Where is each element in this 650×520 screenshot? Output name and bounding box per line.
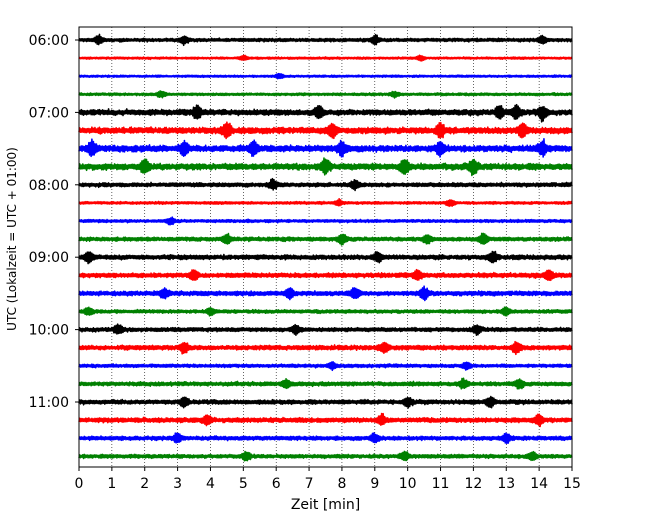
y-tick-label-0: 06:00 — [29, 33, 69, 49]
x-tick-label-13: 13 — [497, 476, 515, 492]
trace-0845 — [78, 232, 573, 246]
trace-0715 — [78, 121, 573, 140]
trace-0915 — [78, 268, 573, 282]
trace-1115 — [78, 412, 573, 428]
trace-1145 — [78, 450, 573, 462]
trace-0930 — [78, 285, 573, 302]
y-tick-label-4: 10:00 — [29, 323, 69, 339]
x-tick-label-4: 4 — [206, 476, 215, 492]
x-tick-label-12: 12 — [464, 476, 482, 492]
trace-1000 — [78, 323, 573, 337]
x-tick-label-11: 11 — [432, 476, 450, 492]
trace-0730 — [78, 137, 573, 158]
plot-frame — [78, 26, 573, 468]
seismic-traces — [78, 33, 573, 462]
x-tick-label-15: 15 — [563, 476, 581, 492]
x-tick-label-5: 5 — [239, 476, 248, 492]
trace-0815 — [78, 197, 573, 208]
trace-0700 — [78, 103, 573, 123]
trace-0615 — [78, 54, 573, 62]
trace-0630 — [78, 72, 573, 80]
x-tick-label-1: 1 — [107, 476, 116, 492]
y-tick-label-3: 09:00 — [29, 250, 69, 266]
x-tick-label-3: 3 — [173, 476, 182, 492]
x-tick-label-14: 14 — [530, 476, 548, 492]
x-tick-label-9: 9 — [370, 476, 379, 492]
trace-0830 — [78, 216, 573, 226]
y-axis-label: UTC (Lokalzeit = UTC + 01:00) — [5, 147, 19, 331]
x-tick-label-8: 8 — [337, 476, 346, 492]
x-tick-label-0: 0 — [75, 476, 84, 492]
y-tick-label-1: 07:00 — [29, 105, 69, 121]
trace-0945 — [78, 306, 573, 317]
trace-0800 — [78, 177, 573, 192]
x-tick-label-7: 7 — [305, 476, 314, 492]
y-tick-label-5: 11:00 — [29, 395, 69, 411]
x-axis-label: Zeit [min] — [291, 497, 360, 513]
trace-1045 — [78, 377, 573, 390]
trace-1100 — [78, 395, 573, 409]
x-axis-ticks: 0 1 2 3 4 5 6 7 8 9 10 11 12 13 14 15 — [75, 467, 581, 492]
trace-0745 — [78, 157, 573, 177]
trace-0645 — [78, 90, 573, 99]
trace-0900 — [78, 250, 573, 265]
grid-lines — [111, 27, 540, 467]
x-tick-label-10: 10 — [399, 476, 417, 492]
x-tick-label-6: 6 — [272, 476, 281, 492]
y-axis-ticks: 06:00 07:00 08:00 09:00 10:00 11:00 — [29, 33, 79, 411]
y-tick-label-2: 08:00 — [29, 178, 69, 194]
trace-0600 — [78, 33, 573, 47]
x-tick-label-2: 2 — [140, 476, 149, 492]
trace-1030 — [78, 361, 573, 372]
trace-1015 — [78, 340, 573, 356]
trace-1130 — [78, 432, 573, 445]
